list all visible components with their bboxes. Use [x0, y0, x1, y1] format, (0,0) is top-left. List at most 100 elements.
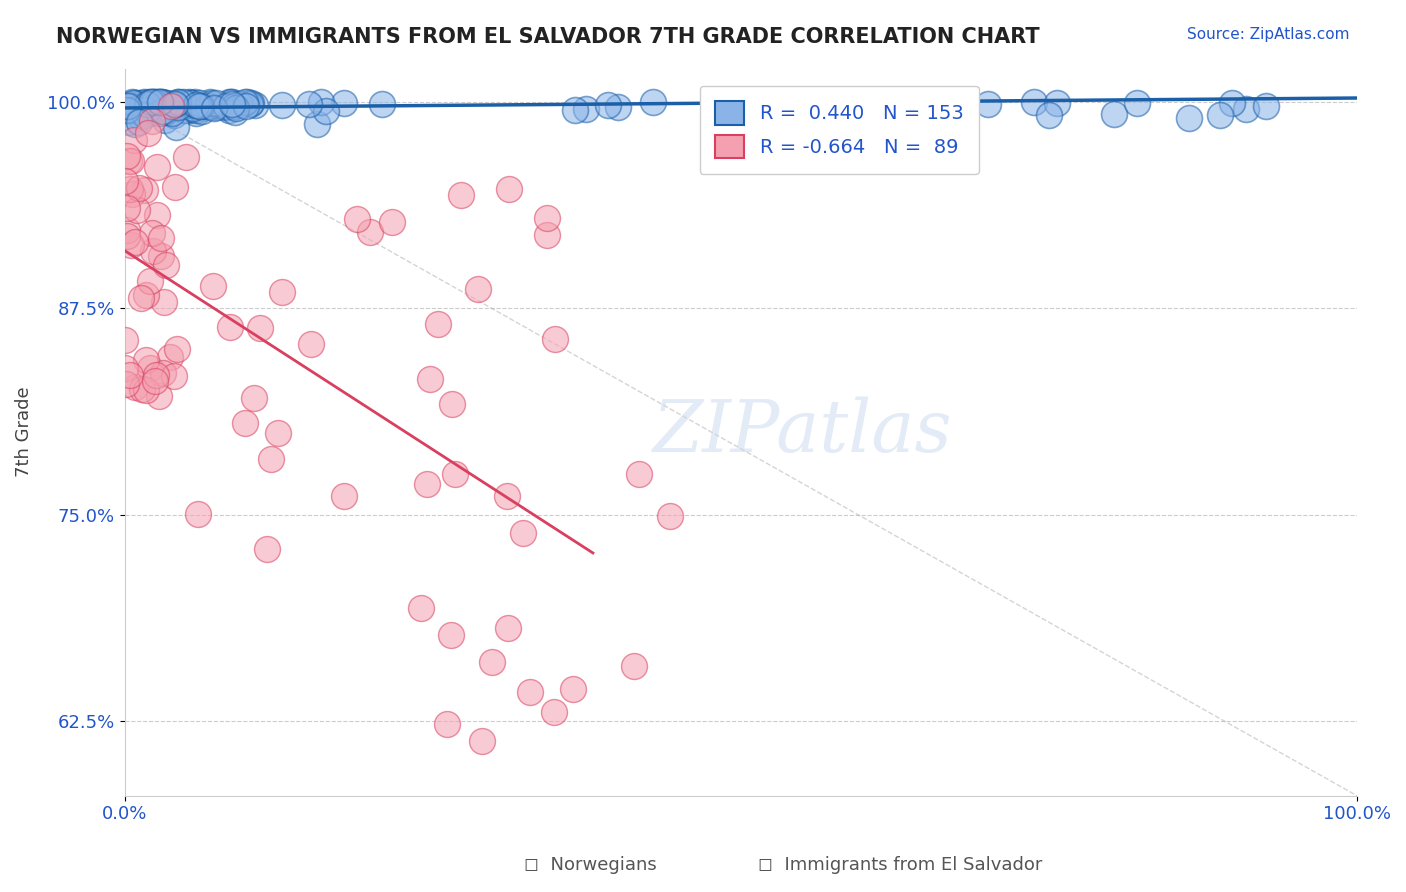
Point [136, 97, 159, 112]
Point [204, 98, 226, 112]
Point [270, 98, 292, 112]
Point [236, 95, 259, 110]
Point [141, 95, 163, 109]
Point [181, 98, 204, 112]
Point [159, 98, 181, 112]
Point [564, 103, 586, 118]
Point [311, 95, 333, 109]
Point [215, 99, 238, 113]
Point [1254, 99, 1277, 113]
Point [1236, 102, 1258, 116]
Point [187, 508, 209, 522]
Point [190, 103, 212, 118]
Text: Source: ZipAtlas.com: Source: ZipAtlas.com [1187, 27, 1350, 42]
Point [135, 103, 157, 118]
Point [129, 96, 152, 111]
Point [233, 95, 256, 109]
Point [124, 95, 146, 110]
Point [138, 106, 160, 120]
Text: ◻  Norwegians: ◻ Norwegians [524, 856, 657, 874]
Point [117, 98, 139, 112]
Point [159, 350, 181, 364]
Point [132, 96, 155, 111]
Point [135, 287, 157, 301]
Point [173, 103, 195, 117]
Point [115, 376, 138, 391]
Point [115, 229, 138, 244]
Point [198, 95, 221, 110]
Point [142, 102, 165, 116]
Point [142, 103, 165, 117]
Point [229, 96, 252, 111]
Point [371, 97, 394, 112]
Point [177, 95, 200, 110]
Point [191, 101, 214, 115]
Point [135, 97, 157, 112]
Point [129, 106, 152, 120]
Point [481, 656, 503, 670]
Point [124, 380, 146, 394]
Point [120, 153, 142, 168]
Point [155, 113, 177, 128]
Point [233, 417, 256, 431]
Point [450, 188, 472, 202]
Point [138, 274, 160, 288]
Point [543, 332, 565, 346]
Point [266, 425, 288, 440]
Point [333, 95, 356, 110]
Point [150, 95, 173, 109]
Point [228, 97, 250, 112]
Point [121, 103, 143, 117]
Point [536, 227, 558, 242]
Point [219, 320, 242, 334]
Point [163, 101, 186, 115]
Point [120, 238, 142, 252]
Point [146, 95, 169, 110]
Point [346, 211, 368, 226]
Point [115, 223, 138, 237]
Point [132, 100, 155, 114]
Point [1178, 112, 1201, 126]
Point [471, 734, 494, 748]
Point [132, 98, 155, 112]
Point [135, 383, 157, 397]
Point [218, 103, 240, 118]
Point [134, 183, 156, 197]
Point [167, 96, 190, 111]
Point [359, 225, 381, 239]
Point [380, 215, 402, 229]
Point [141, 226, 163, 240]
Point [180, 95, 202, 110]
Point [145, 368, 167, 383]
Text: ZIPatlas: ZIPatlas [652, 397, 952, 467]
Point [221, 95, 243, 109]
Point [512, 525, 534, 540]
Point [235, 99, 257, 113]
Point [167, 95, 190, 110]
Point [628, 467, 651, 482]
Point [641, 95, 664, 109]
Point [441, 397, 464, 411]
Point [977, 97, 1000, 112]
Point [623, 659, 645, 673]
Point [183, 101, 205, 115]
Point [142, 244, 165, 258]
Point [155, 101, 177, 115]
Text: NORWEGIAN VS IMMIGRANTS FROM EL SALVADOR 7TH GRADE CORRELATION CHART: NORWEGIAN VS IMMIGRANTS FROM EL SALVADOR… [56, 27, 1040, 46]
Point [201, 278, 224, 293]
Point [298, 97, 321, 112]
Y-axis label: 7th Grade: 7th Grade [15, 387, 32, 477]
Point [225, 101, 247, 115]
Point [415, 477, 437, 491]
Point [124, 235, 146, 250]
Point [136, 95, 159, 110]
Point [1022, 95, 1045, 109]
Point [411, 601, 433, 615]
Point [122, 133, 145, 147]
Point [150, 249, 173, 263]
Point [125, 202, 148, 217]
Point [260, 452, 283, 467]
Point [498, 182, 520, 196]
Point [172, 95, 194, 110]
Point [124, 117, 146, 131]
